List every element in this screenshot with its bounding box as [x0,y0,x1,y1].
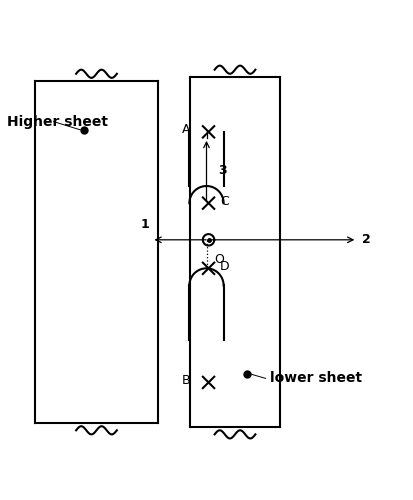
Text: A: A [182,124,190,136]
Text: 3: 3 [218,164,227,177]
Text: 1: 1 [141,218,150,231]
Text: C: C [220,194,229,207]
Text: B: B [182,374,190,387]
Text: O: O [215,253,225,266]
Text: Higher sheet: Higher sheet [7,114,108,128]
Text: lower sheet: lower sheet [270,372,362,386]
Text: 2: 2 [362,234,371,246]
Text: D: D [220,260,230,273]
